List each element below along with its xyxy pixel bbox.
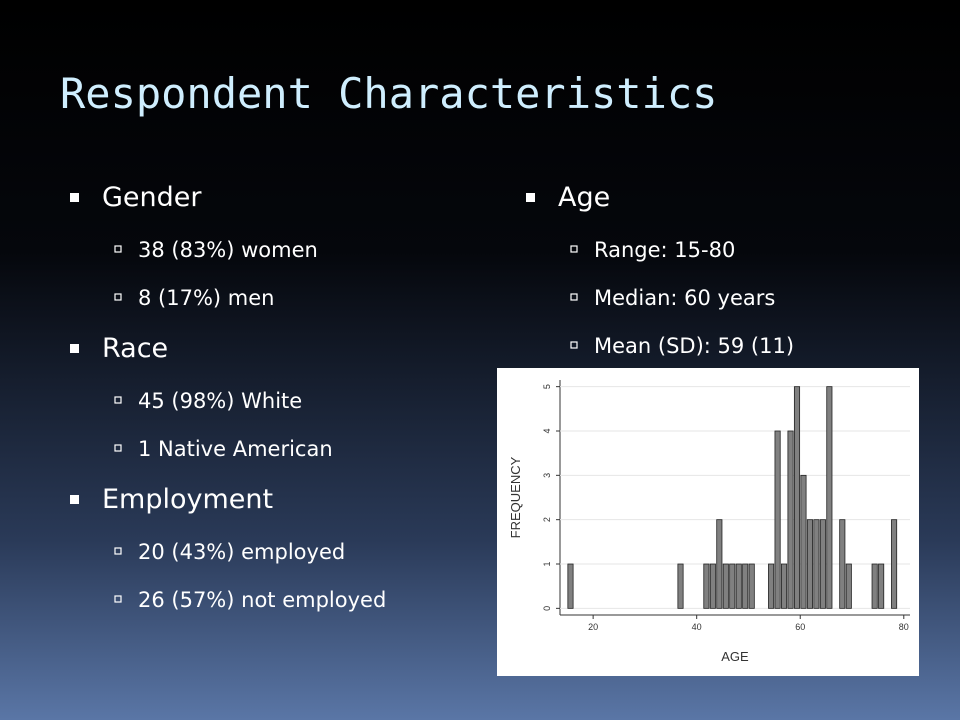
bar [742, 563, 749, 609]
bullet-item: 26 (57%) not employed [138, 588, 386, 612]
bar [722, 563, 729, 609]
bullet-item: 8 (17%) men [138, 286, 274, 310]
bullet [70, 193, 79, 202]
bar [781, 563, 788, 609]
section-heading: Gender [102, 182, 202, 213]
y-tick-label: 4 [542, 428, 552, 433]
sub-bullet [114, 444, 122, 452]
bullet [70, 495, 79, 504]
y-tick-label: 2 [542, 517, 552, 522]
bar [567, 563, 574, 609]
bullet-item: 45 (98%) White [138, 389, 302, 413]
sub-bullet [114, 293, 122, 301]
section-heading: Employment [102, 484, 273, 515]
y-tick-label: 3 [542, 473, 552, 478]
bullet-item: Median: 60 years [594, 286, 775, 310]
bar [735, 563, 742, 609]
bar [703, 563, 710, 609]
x-tick-label: 80 [899, 622, 909, 632]
bar [677, 563, 684, 609]
sub-bullet [114, 547, 122, 555]
chart-panel [497, 368, 919, 676]
bullet [70, 344, 79, 353]
section-heading: Race [102, 333, 168, 364]
x-tick-label: 20 [588, 622, 598, 632]
sub-bullet [114, 396, 122, 404]
bar [787, 430, 794, 609]
bar [774, 430, 781, 609]
y-tick-label: 0 [542, 606, 552, 611]
bar [845, 563, 852, 609]
sub-bullet [570, 293, 578, 301]
bar [878, 563, 885, 609]
bar [806, 519, 813, 609]
slide-title: Respondent Characteristics [60, 69, 717, 118]
section-heading: Age [558, 182, 610, 213]
bullet-item: Range: 15-80 [594, 238, 735, 262]
y-axis-label: FREQUENCY [508, 456, 523, 538]
x-axis-label: AGE [721, 649, 749, 664]
sub-bullet [570, 341, 578, 349]
x-tick-label: 60 [795, 622, 805, 632]
bar [891, 519, 898, 609]
y-tick-label: 5 [542, 384, 552, 389]
bar [819, 519, 826, 609]
bullet-item: 1 Native American [138, 437, 333, 461]
bullet [526, 193, 535, 202]
bar [729, 563, 736, 609]
sub-bullet [114, 595, 122, 603]
bar [826, 386, 833, 609]
sub-bullet [570, 245, 578, 253]
sub-bullet [114, 245, 122, 253]
bullet-item: Mean (SD): 59 (11) [594, 334, 794, 358]
bar [793, 386, 801, 609]
bar [768, 563, 775, 609]
bar [813, 519, 820, 609]
bar [716, 519, 723, 609]
bar [709, 563, 716, 609]
bullet-item: 20 (43%) employed [138, 540, 345, 564]
bar [839, 519, 846, 609]
x-tick-label: 40 [692, 622, 702, 632]
bullet-item: 38 (83%) women [138, 238, 318, 262]
bar [748, 563, 755, 609]
bar [800, 474, 807, 609]
y-tick-label: 1 [542, 562, 552, 567]
bar [871, 563, 878, 609]
